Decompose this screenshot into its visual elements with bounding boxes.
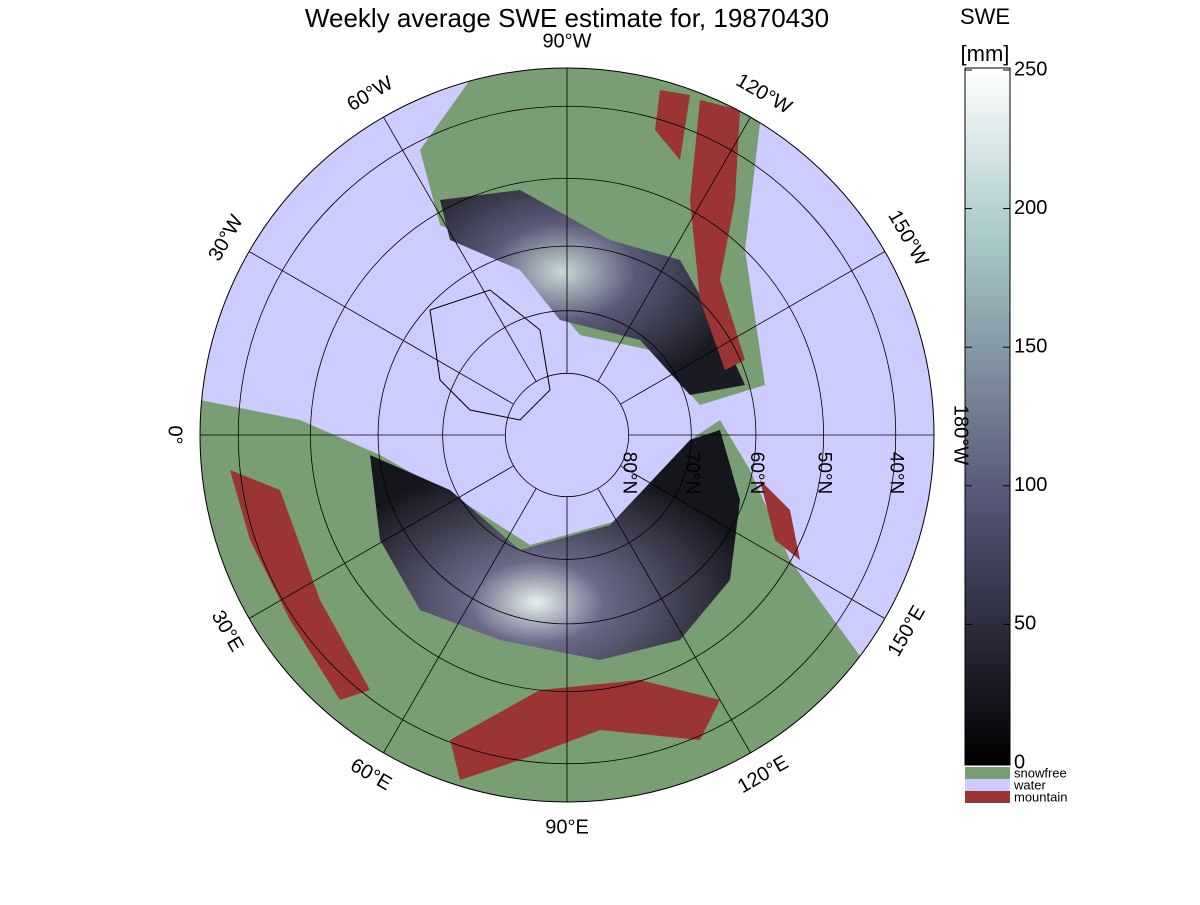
meridian-label: 150°W (883, 207, 932, 270)
mountain (450, 680, 720, 780)
map-body (200, 68, 934, 802)
mountain (230, 470, 370, 700)
meridian (597, 116, 751, 382)
legend-swatch (965, 767, 1010, 779)
mountain (655, 90, 690, 160)
meridian-label: 60°E (346, 754, 395, 795)
meridian-label: 180°W (950, 405, 972, 465)
graticule (200, 68, 934, 802)
meridian-label: 0° (164, 425, 186, 444)
meridian (248, 465, 514, 619)
meridian (597, 488, 751, 754)
meridian (383, 488, 537, 754)
mountain (690, 100, 745, 370)
meridian-label: 120°W (732, 69, 795, 118)
legend-label: water (1013, 777, 1046, 792)
meridian (620, 251, 886, 405)
meridian (620, 465, 886, 619)
north-america-snow (440, 190, 745, 395)
map-title: Weekly average SWE estimate for, 1987043… (305, 3, 829, 33)
meridian-label: 30°W (204, 211, 248, 265)
parallel-label: 80°N (619, 452, 640, 494)
meridian-label: 120°E (734, 752, 792, 798)
meridian (383, 116, 537, 382)
colorbar-tick-label: 200 (1014, 197, 1047, 219)
colorbar-tick-label: 150 (1014, 335, 1047, 357)
meridian-label: 90°W (542, 30, 591, 52)
colorbar-label: SWE (960, 4, 1010, 29)
meridian-label: 150°E (884, 602, 930, 660)
map-boundary (199, 67, 935, 803)
greenland-outline (429, 289, 551, 421)
colorbar (964, 67, 1011, 766)
eurasia-snow (370, 430, 740, 660)
meridian-label: 30°E (207, 607, 248, 656)
parallel-label: 70°N (681, 452, 702, 494)
legend-swatch (965, 791, 1010, 803)
colorbar-tick-label: 50 (1014, 613, 1036, 635)
parallel-label: 40°N (886, 452, 907, 494)
legend-swatch (965, 779, 1010, 791)
colorbar-unit: [mm] (961, 41, 1010, 66)
parallel-label: 50°N (814, 452, 835, 494)
colorbar-tick-label: 100 (1014, 474, 1047, 496)
legend-label: mountain (1014, 789, 1067, 804)
colorbar-tick-label: 250 (1014, 58, 1047, 80)
meridian (248, 251, 514, 405)
colorbar-tick-label: 0 (1014, 751, 1025, 773)
meridian-label: 90°E (545, 816, 589, 838)
legend-label: snowfree (1014, 765, 1067, 780)
mountain (760, 480, 800, 560)
parallel-label: 60°N (746, 452, 767, 494)
meridian-label: 60°W (343, 72, 397, 116)
